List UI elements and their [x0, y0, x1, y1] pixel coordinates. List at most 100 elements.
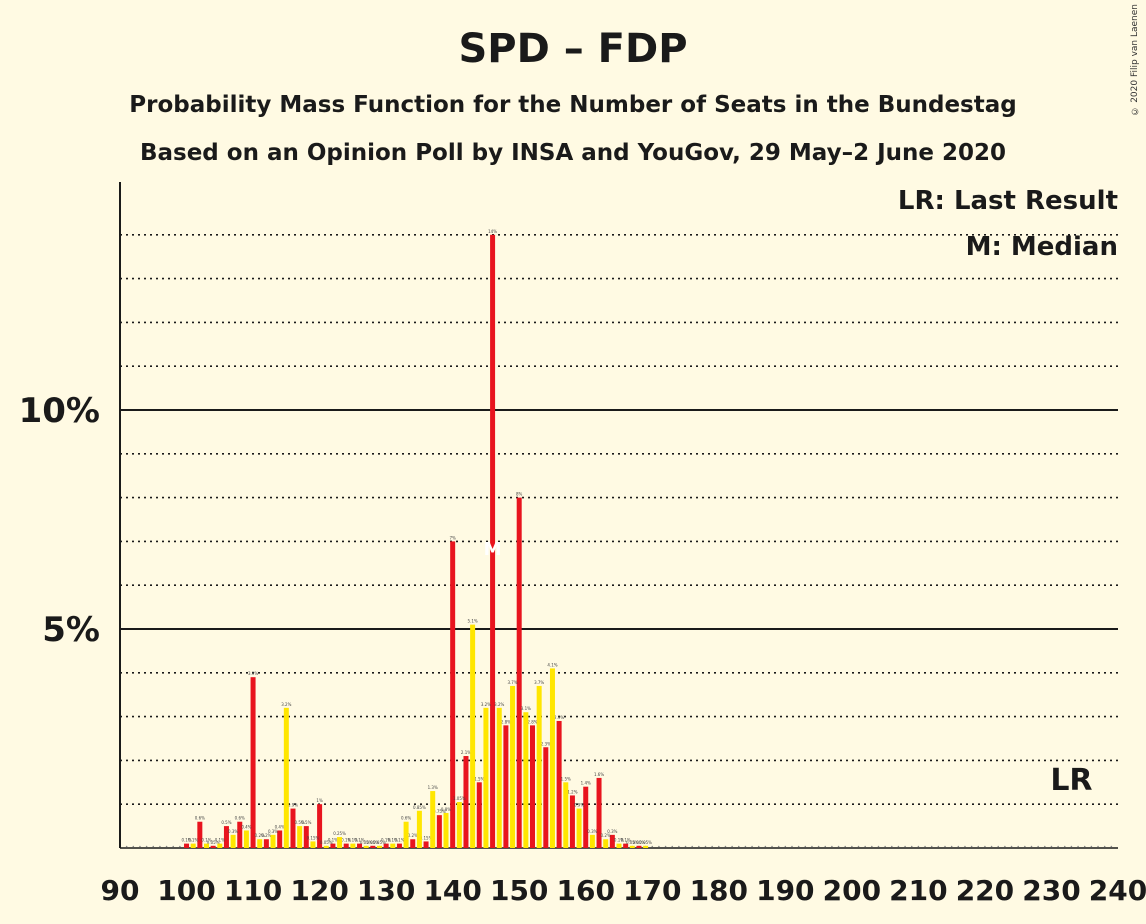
baseline-dot: [125, 845, 128, 848]
bar-data-label: 0.1%: [388, 838, 398, 843]
bar-data-label: 0.1%: [348, 838, 358, 843]
baseline-dot: [844, 845, 847, 848]
bar-red-166: [623, 843, 629, 848]
bar-yellow-113: [270, 834, 276, 848]
x-tick-label: 240: [1089, 874, 1146, 907]
x-tick-label: 190: [756, 874, 814, 907]
baseline-dot: [1097, 845, 1099, 848]
bar-yellow-141: [456, 802, 462, 848]
baseline-dot: [977, 845, 980, 848]
bar-yellow-133: [403, 821, 409, 848]
bar-data-label: 0.1%: [201, 838, 211, 843]
bar-red-120: [317, 804, 323, 848]
bar-data-label: 0.6%: [235, 816, 245, 821]
bar-red-148: [503, 725, 509, 848]
baseline-dot: [1083, 845, 1086, 848]
chart-title: SPD – FDP: [458, 26, 688, 72]
bar-data-label: 3.2%: [494, 702, 504, 707]
bar-data-label: 0.3%: [587, 829, 597, 834]
bar-data-label: 0.05%: [633, 840, 646, 845]
bar-yellow-107: [230, 834, 236, 848]
median-marker: M: [484, 539, 502, 560]
bar-data-label: 0.05%: [360, 840, 373, 845]
baseline-dot: [165, 845, 168, 848]
bar-data-label: 8%: [516, 492, 523, 497]
bar-data-label: 2.8%: [527, 719, 537, 724]
bar-red-110: [250, 677, 256, 848]
bar-yellow-165: [616, 843, 622, 848]
x-tick-label: 100: [157, 874, 215, 907]
bar-red-140: [450, 541, 456, 848]
bar-red-126: [357, 843, 363, 848]
bar-data-label: 0.2%: [261, 833, 271, 838]
bar-yellow-137: [430, 791, 436, 848]
bar-data-label: 0.2%: [408, 833, 418, 838]
bar-data-label: 2.9%: [554, 715, 564, 720]
baseline-dot: [824, 845, 827, 848]
legend-last-result: LR: Last Result: [897, 186, 1118, 216]
baseline-dot: [837, 845, 840, 848]
baseline-dot: [990, 845, 993, 848]
bar-yellow-139: [443, 812, 449, 848]
baseline-dot: [1030, 845, 1033, 848]
bar-data-label: 3.1%: [521, 706, 531, 711]
bar-data-label: 0.25%: [333, 831, 346, 836]
baseline-dot: [1024, 845, 1026, 848]
bar-data-label: 0.1%: [341, 838, 351, 843]
bar-yellow-149: [510, 685, 516, 848]
x-tick-label: 90: [101, 874, 140, 907]
bar-data-label: 0.6%: [195, 816, 205, 821]
baseline-dot: [1050, 845, 1053, 848]
bar-yellow-119: [310, 841, 316, 848]
bar-data-label: 3.2%: [481, 702, 491, 707]
baseline-dot: [811, 845, 813, 848]
bar-red-114: [277, 830, 283, 848]
bar-data-label: 1.2%: [567, 789, 577, 794]
bar-data-label: 1.6%: [594, 772, 604, 777]
bar-red-158: [569, 795, 575, 848]
baseline-dot: [1037, 845, 1039, 848]
bar-data-label: 0.1%: [354, 838, 364, 843]
baseline-dot: [984, 845, 986, 848]
bar-data-label: 0.9%: [288, 803, 298, 808]
bar-yellow-153: [536, 685, 542, 848]
baseline-dot: [897, 845, 900, 848]
baseline-dot: [1110, 845, 1113, 848]
bar-data-label: 0.5%: [295, 820, 305, 825]
bar-red-108: [237, 821, 243, 848]
baseline-dot: [777, 845, 780, 848]
bar-data-label: 2.1%: [461, 750, 471, 755]
bar-yellow-103: [203, 843, 209, 848]
bar-data-label: 0.1%: [381, 838, 391, 843]
bar-yellow-167: [629, 845, 635, 848]
bar-yellow-111: [257, 839, 263, 848]
bar-data-label: 0.3%: [268, 829, 278, 834]
baseline-dot: [711, 845, 713, 848]
baseline-dot: [159, 845, 161, 848]
baseline-dot: [864, 845, 866, 848]
bar-yellow-121: [323, 845, 329, 848]
bar-red-106: [223, 826, 229, 848]
x-tick-label: 130: [357, 874, 415, 907]
bar-data-label: 7%: [449, 535, 456, 540]
baseline-dot: [698, 845, 700, 848]
bar-data-label: 1.5%: [474, 776, 484, 781]
baseline-dot: [731, 845, 733, 848]
bar-yellow-109: [243, 830, 249, 848]
chart-subtitle-2: Based on an Opinion Poll by INSA and You…: [139, 140, 1007, 166]
baseline-dot: [152, 845, 155, 848]
bar-data-label: 0.05%: [639, 840, 652, 845]
bar-red-134: [410, 839, 416, 848]
baseline-dot: [1057, 845, 1059, 848]
baseline-dot: [910, 845, 913, 848]
bar-data-label: 3.2%: [281, 702, 291, 707]
bar-data-label: 1.05%: [453, 796, 466, 801]
bar-yellow-161: [589, 834, 595, 848]
baseline-dot: [950, 845, 953, 848]
bar-red-164: [609, 834, 615, 848]
bar-red-162: [596, 777, 602, 848]
last-result-marker: LR: [1050, 763, 1092, 798]
baseline-dot: [831, 845, 833, 848]
bar-red-128: [370, 845, 376, 848]
